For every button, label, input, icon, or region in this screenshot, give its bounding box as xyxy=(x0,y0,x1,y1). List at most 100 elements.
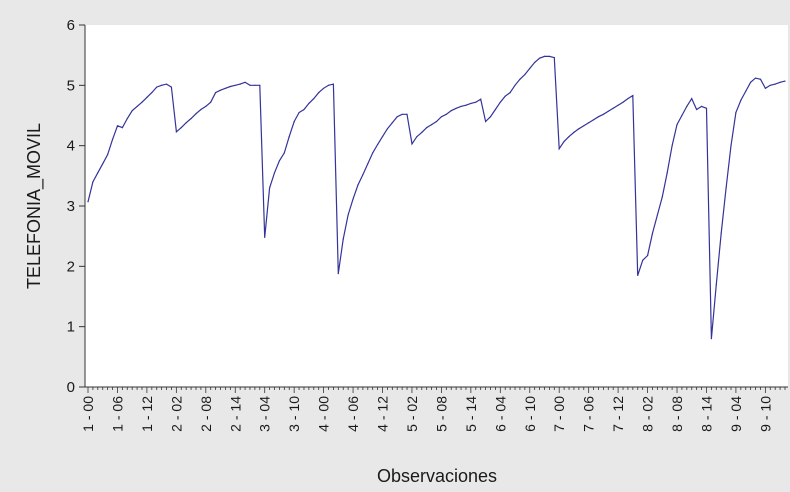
data-point xyxy=(352,198,354,200)
x-tick-label: 1 - 00 xyxy=(80,396,96,432)
data-point xyxy=(764,87,767,89)
data-point xyxy=(607,110,609,112)
data-point xyxy=(480,98,482,100)
x-tick-label: 9 - 10 xyxy=(757,396,773,432)
x-tick-label: 4 - 06 xyxy=(345,396,361,432)
x-tick-label: 7 - 12 xyxy=(610,396,626,432)
data-point xyxy=(710,338,713,340)
data-point xyxy=(273,172,276,174)
data-point xyxy=(234,84,236,86)
x-tick-label: 6 - 04 xyxy=(492,396,508,432)
data-point xyxy=(121,127,123,129)
data-point xyxy=(671,145,673,147)
data-point xyxy=(327,84,330,86)
data-point xyxy=(298,111,300,114)
y-tick-label: 2 xyxy=(67,258,75,275)
data-point xyxy=(485,120,487,123)
data-point xyxy=(696,108,698,111)
data-point xyxy=(308,102,310,104)
data-point xyxy=(499,101,501,103)
x-axis-ticks: 1 - 00 1 - 06 1 - 12 2 - 02 2 - 08 2 - 14 3 - … xyxy=(80,387,786,432)
data-point xyxy=(283,152,285,154)
data-point xyxy=(357,184,359,186)
y-axis-ticks: 0 1 2 3 4 5 6 xyxy=(67,17,85,396)
data-point xyxy=(784,80,786,82)
data-point xyxy=(175,131,177,133)
data-point xyxy=(107,154,109,156)
data-point xyxy=(647,254,649,257)
data-point xyxy=(725,187,727,189)
data-point xyxy=(337,273,339,275)
data-point xyxy=(588,122,590,124)
data-point xyxy=(391,122,393,124)
data-point xyxy=(215,92,217,94)
x-tick-label: 5 - 02 xyxy=(404,396,420,432)
x-tick-label: 5 - 14 xyxy=(463,396,479,432)
data-point xyxy=(377,143,379,146)
x-tick-label: 4 - 12 xyxy=(375,396,391,432)
data-point xyxy=(612,107,614,109)
data-point xyxy=(470,102,472,104)
data-point xyxy=(656,214,659,216)
data-point xyxy=(622,101,624,103)
data-point xyxy=(332,83,334,85)
data-point xyxy=(431,124,433,126)
data-point xyxy=(563,140,565,142)
data-point xyxy=(426,127,428,129)
data-point xyxy=(583,125,585,127)
y-axis-label: TELEFONIA_MOVIL xyxy=(24,123,45,289)
data-point xyxy=(97,172,99,174)
y-tick-label: 1 xyxy=(67,319,75,336)
data-point xyxy=(514,84,516,86)
data-point xyxy=(705,107,708,109)
data-point xyxy=(627,98,629,100)
x-tick-label: 8 - 02 xyxy=(640,396,656,432)
data-point xyxy=(254,84,256,86)
data-point xyxy=(111,139,114,141)
data-point xyxy=(686,105,688,107)
data-point xyxy=(701,105,703,107)
data-point xyxy=(406,113,408,115)
data-point xyxy=(131,110,133,112)
data-point xyxy=(411,143,413,145)
data-point xyxy=(347,214,349,216)
data-point xyxy=(578,128,580,130)
data-point xyxy=(224,87,226,89)
data-point xyxy=(602,113,605,115)
data-point xyxy=(553,57,555,59)
data-point xyxy=(342,238,344,240)
y-tick-label: 6 xyxy=(67,17,75,34)
data-point xyxy=(229,85,231,88)
data-point xyxy=(676,124,678,126)
x-tick-label: 6 - 10 xyxy=(522,396,538,432)
x-tick-label: 4 - 00 xyxy=(316,396,332,432)
data-point xyxy=(136,105,138,107)
x-tick-label: 2 - 14 xyxy=(227,396,243,432)
data-point xyxy=(165,83,168,85)
data-point xyxy=(543,55,546,58)
data-point xyxy=(720,232,722,234)
data-point xyxy=(779,81,781,83)
data-point xyxy=(205,105,207,107)
data-point xyxy=(318,92,320,94)
data-point xyxy=(421,131,423,133)
data-point xyxy=(141,101,143,103)
y-tick-label: 3 xyxy=(67,198,75,215)
data-point xyxy=(146,96,148,98)
data-point xyxy=(116,125,119,127)
data-point xyxy=(440,116,442,118)
x-tick-label: 9 - 04 xyxy=(728,396,744,432)
data-point xyxy=(210,101,212,103)
data-point xyxy=(87,201,89,203)
data-point xyxy=(529,67,531,69)
x-tick-label: 8 - 08 xyxy=(669,396,685,432)
x-tick-label: 2 - 02 xyxy=(168,396,184,432)
data-point xyxy=(170,86,172,88)
data-point xyxy=(524,73,526,76)
data-point xyxy=(593,119,595,121)
data-point xyxy=(548,55,551,58)
data-point xyxy=(666,172,668,174)
data-point xyxy=(185,122,187,124)
x-tick-label: 5 - 08 xyxy=(433,396,449,432)
